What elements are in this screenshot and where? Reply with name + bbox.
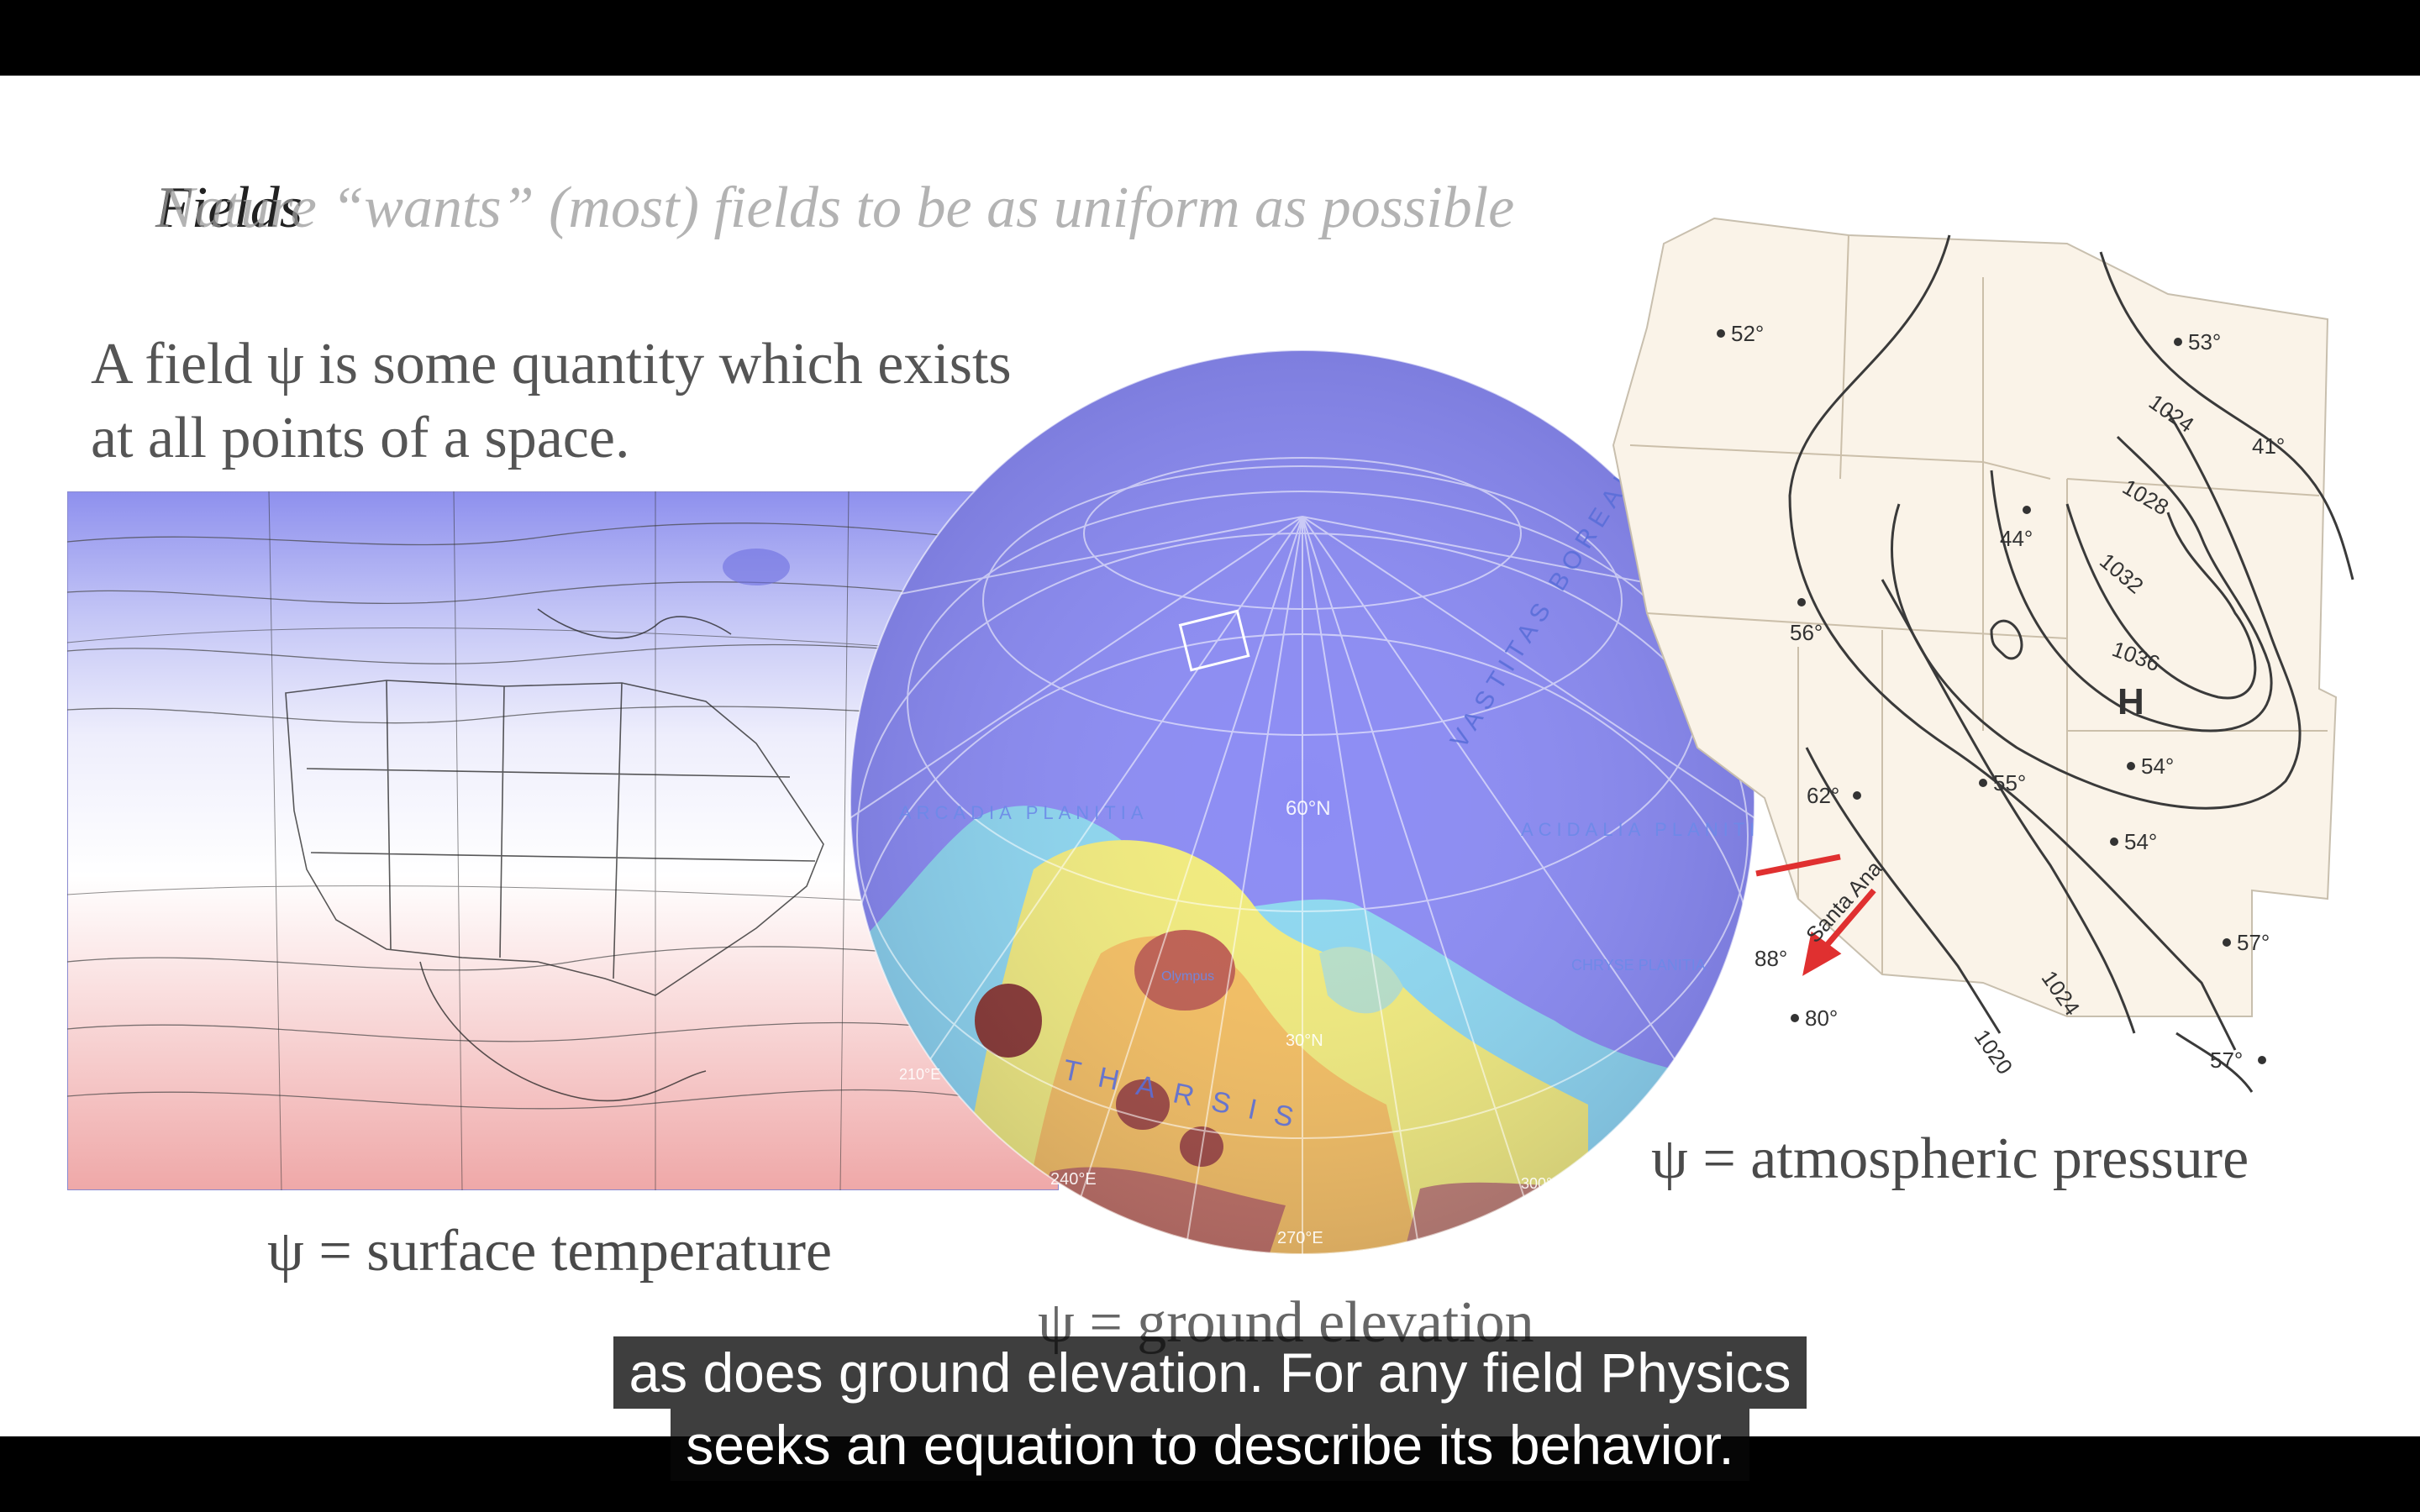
pressure-map: H Santa Ana 52° 53° 41° 44° 56° 62° 55° … <box>1612 217 2354 1093</box>
temp-label-54a: 54° <box>2141 753 2174 779</box>
subtitle-line-2: seeks an equation to describe its behavi… <box>671 1409 1749 1481</box>
caption-atmospheric-pressure: ψ = atmospheric pressure <box>1651 1126 2249 1191</box>
subtitle-overlay: as does ground elevation. For any field … <box>0 1336 2420 1481</box>
cold-spot <box>723 549 790 585</box>
globe-label-300e: 300°E <box>1521 1175 1562 1192</box>
globe-label-acidalia: ACIDALIA PLANITIA <box>1521 819 1756 840</box>
subtitle-line-1: as does ground elevation. For any field … <box>613 1336 1807 1409</box>
mars-elevation-globe: VASTITAS BOREALIS ARCADIA PLANITIA ACIDA… <box>850 349 1756 1255</box>
definition-line-1: A field ψ is some quantity which exists <box>91 332 1012 396</box>
temp-label-57a: 57° <box>2237 930 2270 955</box>
temp-label-52: 52° <box>1731 321 1764 346</box>
temp-label-57b: 57° <box>2210 1047 2243 1073</box>
definition-line-2: at all points of a space. <box>91 406 630 470</box>
field-definition: A field ψ is some quantity which exists … <box>91 328 1012 475</box>
globe-label-olympus: Olympus <box>1161 969 1214 984</box>
temp-label-80: 80° <box>1805 1005 1838 1031</box>
temp-label-53: 53° <box>2188 329 2221 354</box>
temp-label-88: 88° <box>1754 946 1787 971</box>
letterbox-top <box>0 0 2420 76</box>
globe-label-chryse: CHRYSE PLANITIA <box>1571 957 1706 974</box>
santa-ana-wind-arrows <box>1755 853 1876 976</box>
temp-label-41: 41° <box>2252 433 2285 459</box>
lecture-slide: Fields Nature “wants” (most) fields to b… <box>0 76 2420 1436</box>
pressure-high-marker: H <box>2118 681 2144 722</box>
temp-label-56: 56° <box>1790 620 1823 645</box>
temp-label-62: 62° <box>1807 783 1839 808</box>
caption-surface-temperature: ψ = surface temperature <box>267 1219 833 1284</box>
globe-label-210e: 210°E <box>899 1066 940 1083</box>
temp-label-55: 55° <box>1993 770 2026 795</box>
globe-label-270e: 270°E <box>1277 1229 1323 1247</box>
temp-label-54b: 54° <box>2124 829 2157 854</box>
globe-label-240e: 240°E <box>1050 1170 1097 1189</box>
isobar-label-1020: 1020 <box>1970 1025 2018 1079</box>
slide-overlay-title: Nature “wants” (most) fields to be as un… <box>155 176 1515 240</box>
globe-label-60n: 60°N <box>1286 797 1331 820</box>
temp-label-44: 44° <box>2000 526 2033 551</box>
globe-label-arcadia: ARCADIA PLANITIA <box>899 802 1149 823</box>
slide-title: Fields <box>155 176 302 240</box>
globe-label-30n: 30°N <box>1286 1032 1323 1050</box>
